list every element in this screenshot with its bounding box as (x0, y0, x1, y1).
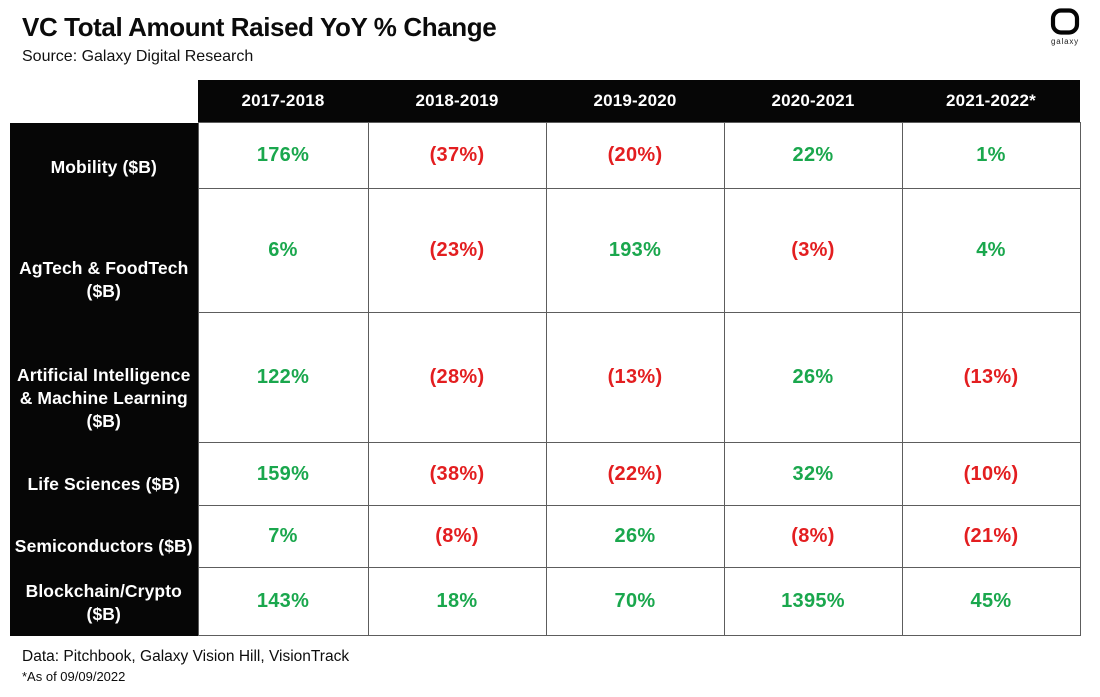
yoy-value-cell: (21%) (901, 505, 1081, 568)
category-label: Blockchain/Crypto ($B) (10, 567, 198, 636)
year-header: 2020-2021 (724, 80, 902, 123)
table-row: Artificial Intelligence & Machine Learni… (10, 312, 1081, 443)
table-row: Mobility ($B) 176% (37%) (20%) 22% 1% (10, 122, 1081, 189)
yoy-value-cell: (38%) (367, 442, 547, 506)
yoy-value-cell: 7% (197, 505, 369, 568)
yoy-value-cell: (10%) (901, 442, 1081, 506)
yoy-value-cell: 70% (545, 567, 725, 636)
year-header: 2017-2018 (198, 80, 368, 123)
footer-asof-note: *As of 09/09/2022 (22, 669, 126, 684)
yoy-value-cell: 18% (367, 567, 547, 636)
yoy-value-cell: 159% (197, 442, 369, 506)
yoy-change-table: 2017-2018 2018-2019 2019-2020 2020-2021 … (10, 80, 1081, 636)
category-label: Life Sciences ($B) (10, 442, 198, 506)
yoy-value-cell: (20%) (545, 122, 725, 189)
yoy-value-cell: 193% (545, 188, 725, 313)
yoy-value-cell: (23%) (367, 188, 547, 313)
yoy-value-cell: 1395% (723, 567, 903, 636)
galaxy-helmet-icon (1042, 8, 1088, 36)
yoy-value-cell: (37%) (367, 122, 547, 189)
yoy-value-cell: 176% (197, 122, 369, 189)
year-header: 2019-2020 (546, 80, 724, 123)
yoy-value-cell: 45% (901, 567, 1081, 636)
footer-data-note: Data: Pitchbook, Galaxy Vision Hill, Vis… (22, 648, 350, 665)
year-header-row: 2017-2018 2018-2019 2019-2020 2020-2021 … (10, 80, 1080, 123)
page-title: VC Total Amount Raised YoY % Change (22, 12, 497, 42)
yoy-value-cell: 26% (545, 505, 725, 568)
yoy-value-cell: (28%) (367, 312, 547, 443)
yoy-value-cell: 6% (197, 188, 369, 313)
category-label: AgTech & FoodTech ($B) (10, 188, 198, 313)
yoy-value-cell: 143% (197, 567, 369, 636)
table-row: Life Sciences ($B) 159% (38%) (22%) 32% … (10, 442, 1081, 506)
category-label: Artificial Intelligence & Machine Learni… (10, 312, 198, 443)
yoy-value-cell: (22%) (545, 442, 725, 506)
yoy-value-cell: 1% (901, 122, 1081, 189)
yoy-value-cell: 26% (723, 312, 903, 443)
category-label: Semiconductors ($B) (10, 505, 198, 568)
table-row: AgTech & FoodTech ($B) 6% (23%) 193% (3%… (10, 188, 1081, 313)
yoy-value-cell: 22% (723, 122, 903, 189)
yoy-value-cell: (13%) (545, 312, 725, 443)
table-row: Blockchain/Crypto ($B) 143% 18% 70% 1395… (10, 567, 1081, 636)
yoy-value-cell: (13%) (901, 312, 1081, 443)
yoy-value-cell: 32% (723, 442, 903, 506)
table-row: Semiconductors ($B) 7% (8%) 26% (8%) (21… (10, 505, 1081, 568)
yoy-value-cell: 4% (901, 188, 1081, 313)
corner-cell (10, 80, 198, 123)
yoy-value-cell: (3%) (723, 188, 903, 313)
year-header: 2021-2022* (902, 80, 1080, 123)
galaxy-logo: galaxy (1042, 8, 1088, 46)
yoy-value-cell: 122% (197, 312, 369, 443)
yoy-value-cell: (8%) (367, 505, 547, 568)
source-line: Source: Galaxy Digital Research (22, 48, 254, 65)
year-header: 2018-2019 (368, 80, 546, 123)
yoy-value-cell: (8%) (723, 505, 903, 568)
galaxy-logo-wordmark: galaxy (1051, 37, 1079, 46)
category-label: Mobility ($B) (10, 122, 198, 189)
